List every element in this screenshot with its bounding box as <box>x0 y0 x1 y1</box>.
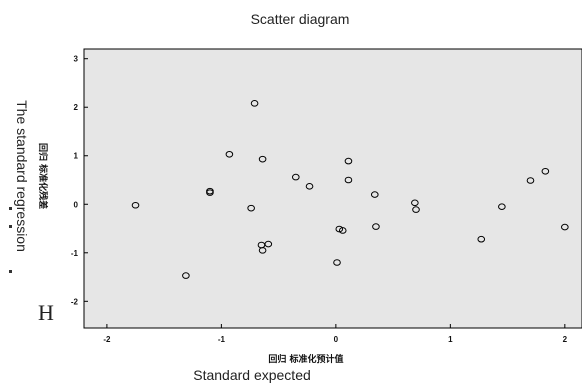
data-point <box>247 204 255 212</box>
y-axis-label: 回归 标准化残差 <box>37 143 49 209</box>
x-tick-label: 2 <box>563 335 568 344</box>
y-axis-label-fragment: H <box>38 300 54 325</box>
data-point <box>291 173 300 181</box>
data-point <box>541 167 550 175</box>
plot-area <box>83 48 582 329</box>
data-point <box>344 176 353 184</box>
data-point <box>477 235 486 243</box>
y-tick-label: -1 <box>71 249 79 258</box>
data-point <box>182 272 190 279</box>
y-tick-label: 0 <box>74 200 79 209</box>
data-point <box>412 206 420 213</box>
data-point <box>258 155 267 163</box>
data-point <box>370 191 379 198</box>
data-point <box>561 223 569 231</box>
data-point <box>264 240 273 248</box>
x-axis-ticks: -2 -1 0 1 2 <box>103 324 568 344</box>
data-point <box>498 203 506 210</box>
data-point <box>411 199 419 207</box>
x-axis-label-english: Standard expected <box>193 367 311 383</box>
data-point <box>526 177 535 184</box>
data-point <box>372 223 380 230</box>
y-axis-label-english: The standard regression <box>14 100 30 252</box>
x-tick-label: -1 <box>218 335 226 344</box>
data-point <box>250 100 259 107</box>
data-points <box>131 100 569 279</box>
y-tick-label: -2 <box>71 297 79 306</box>
data-point <box>333 259 341 266</box>
bullet-marker <box>9 207 12 210</box>
data-point <box>305 183 314 190</box>
x-tick-label: 1 <box>448 335 453 344</box>
x-tick-label: 0 <box>334 335 339 344</box>
y-tick-label: 1 <box>74 152 79 161</box>
data-point <box>338 227 347 234</box>
y-axis-ticks: -2 -1 0 1 2 3 <box>71 55 88 306</box>
data-point <box>225 150 234 158</box>
y-tick-label: 3 <box>74 55 79 64</box>
data-point <box>131 201 140 209</box>
chart-title: Scatter diagram <box>251 11 350 27</box>
x-tick-label: -2 <box>103 335 111 344</box>
bullet-marker <box>9 225 12 228</box>
bullet-marker <box>9 270 12 273</box>
x-axis-label: 回归 标准化预计值 <box>268 353 343 365</box>
data-point <box>344 157 353 165</box>
data-point <box>258 247 267 254</box>
y-tick-label: 2 <box>74 103 79 112</box>
data-point <box>206 189 214 196</box>
